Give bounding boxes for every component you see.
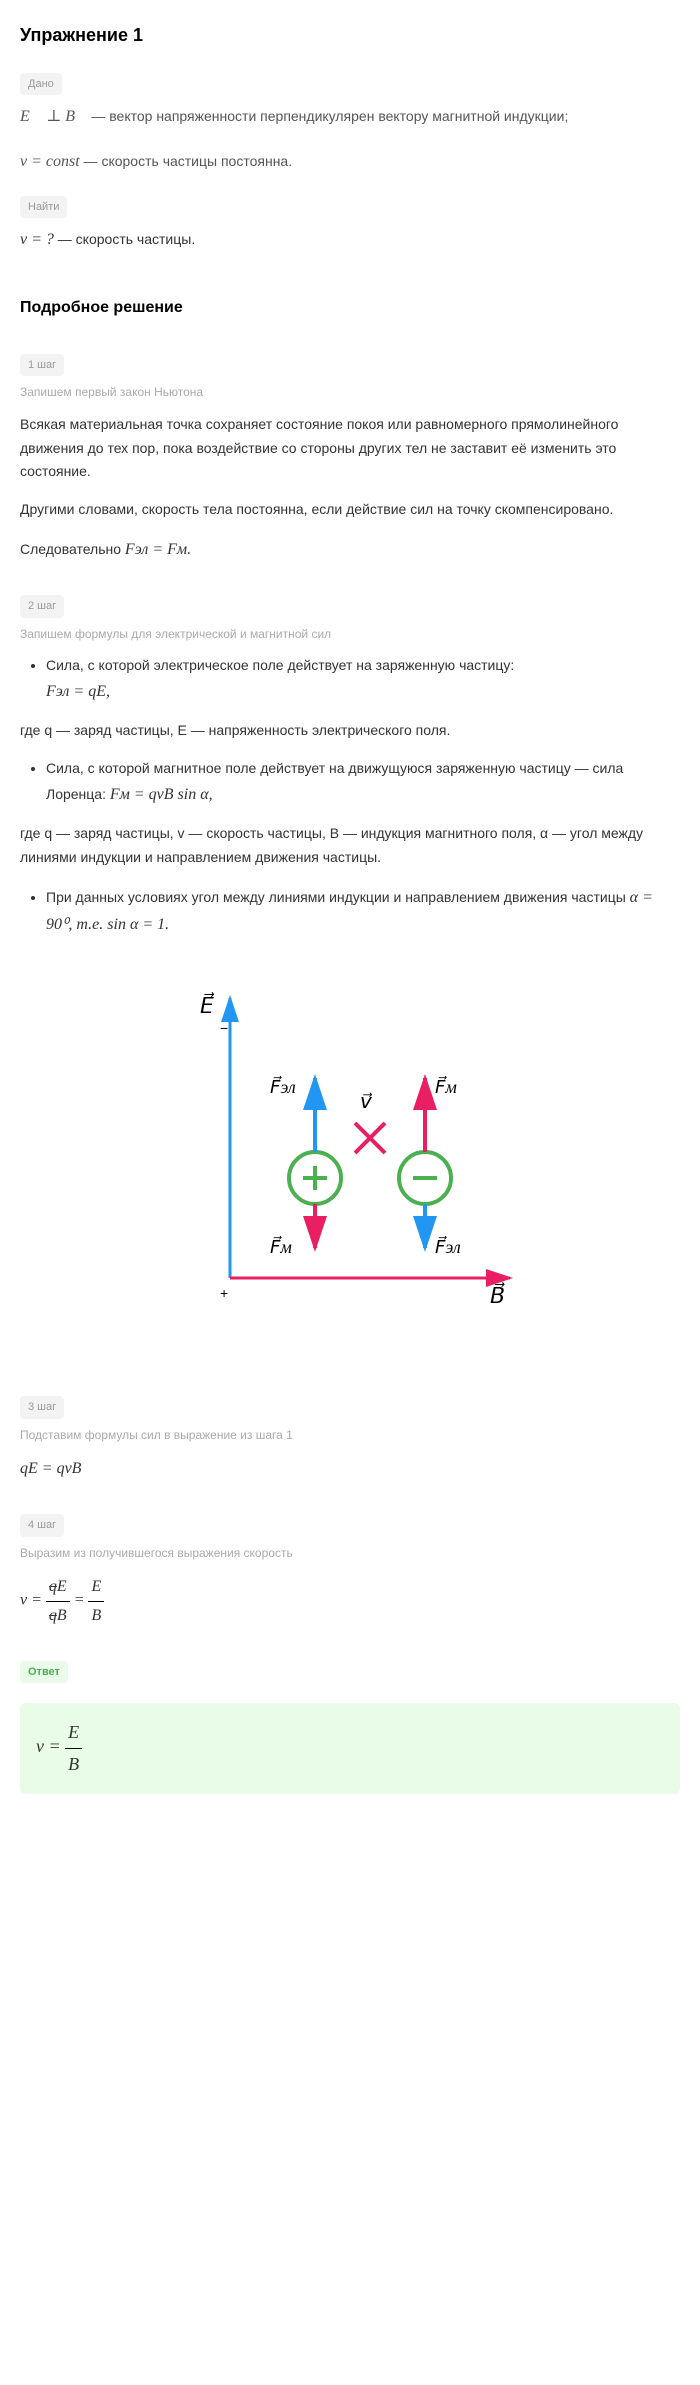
step-3-tag: 3 шаг [20,1396,64,1419]
step-2-head: Запишем формулы для электрической и магн… [20,624,680,644]
step-2-q2: где q — заряд частицы, v — скорость част… [20,822,680,870]
step-2-list-2: Сила, с которой магнитное поле действует… [20,757,680,808]
step-4-head: Выразим из получившегося выражения скоро… [20,1543,680,1563]
step-2-tag: 2 шаг [20,595,64,618]
step-1-head: Запишем первый закон Ньютона [20,382,680,402]
exercise-title: Упражнение 1 [20,20,680,51]
f-m-positive-label: F⃗м [270,1236,292,1257]
given-line-2: v = const — скорость частицы постоянна. [20,148,680,175]
find-formula: v = ? [20,231,54,248]
answer-box: v = EB [20,1703,680,1793]
find-text: — скорость частицы. [54,231,195,247]
step-4-formula: v = qEqB = EB [20,1573,680,1628]
given-line-1: E⃗ ⊥ B⃗ — вектор напряженности перпендик… [20,103,680,130]
force-diagram: E⃗ − + B⃗ v⃗ F⃗эл F⃗м F⃗м F⃗эл [170,978,530,1318]
solution-heading: Подробное решение [20,294,680,321]
step-4-tag: 4 шаг [20,1514,64,1537]
answer-tag: Ответ [20,1661,68,1684]
given-2-text: — скорость частицы постоянна. [80,153,292,169]
step-2-q1: где q — заряд частицы, E — напряженность… [20,719,680,743]
v-label: v⃗ [360,1091,373,1113]
f-m-negative-label: F⃗м [435,1076,457,1097]
given-1-formula: E⃗ ⊥ B⃗ [20,108,87,125]
list-item: Сила, с которой магнитное поле действует… [46,757,680,808]
cross-icon [355,1123,385,1153]
step-2-li2-formula: Fм = qvB sin α, [110,786,213,803]
step-1-p2: Другими словами, скорость тела постоянна… [20,498,680,522]
given-1-text: — вектор напряженности перпендикулярен в… [87,108,568,124]
axis-e-label: E⃗ [200,992,215,1018]
step-2-li1-text: Сила, с которой электрическое поле дейст… [46,657,514,673]
find-line: v = ? — скорость частицы. [20,226,680,253]
list-item: Сила, с которой электрическое поле дейст… [46,654,680,705]
step-3-formula: qE = qvB [20,1455,680,1482]
given-tag: Дано [20,73,62,96]
find-tag: Найти [20,196,67,219]
axis-plus-label: + [220,1285,228,1301]
step-3-head: Подставим формулы сил в выражение из шаг… [20,1425,680,1445]
step-2-list: Сила, с которой электрическое поле дейст… [20,654,680,705]
axis-b-label: B⃗ [490,1282,505,1308]
step-1-p1: Всякая материальная точка сохраняет сост… [20,413,680,484]
step-1-consequence: Следовательно Fэл = Fм. [20,536,680,563]
step-1-tag: 1 шаг [20,354,64,377]
f-el-positive-label: F⃗эл [270,1076,296,1097]
given-2-formula: v = const [20,153,80,170]
step-2-list-3: При данных условиях угол между линиями и… [20,884,680,938]
step-2-li3-text: При данных условиях угол между линиями и… [46,889,630,905]
step-1-conseq-text: Следовательно [20,541,125,557]
step-1-conseq-formula: Fэл = Fм. [125,541,191,558]
step-2-li1-formula: Fэл = qE, [46,683,110,700]
list-item: При данных условиях угол между линиями и… [46,884,680,938]
f-el-negative-label: F⃗эл [435,1236,461,1257]
axis-minus-label: − [220,1020,228,1036]
